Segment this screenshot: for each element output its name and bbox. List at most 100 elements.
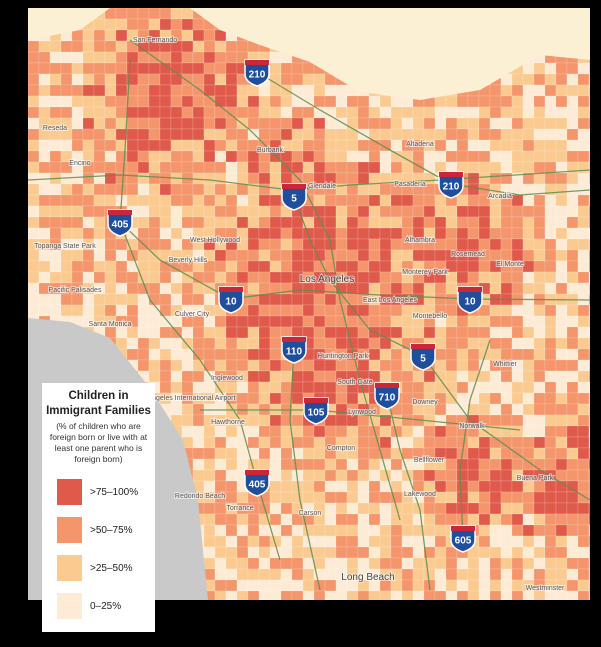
tract [522,271,535,284]
tract [258,568,271,581]
tract [258,315,271,328]
tract [445,282,458,295]
tract [313,84,326,97]
tract [49,205,62,218]
tract [357,359,370,372]
tract [577,282,590,295]
place-label: South Gate [337,379,373,386]
tract [313,359,326,372]
tract [214,139,227,152]
tract [401,425,414,438]
tract [467,469,480,482]
tract [192,293,205,306]
tract [192,447,205,460]
highway-shield [244,469,270,497]
tract [511,579,524,592]
tract [555,469,568,482]
tract [214,348,227,361]
tract [522,370,535,383]
tract [456,359,469,372]
tract [28,40,40,53]
tract [423,293,436,306]
tract [544,304,557,317]
tract [225,62,238,75]
tract [357,282,370,295]
tract [225,315,238,328]
tract [269,348,282,361]
tract [423,326,436,339]
tract [511,436,524,449]
tract [335,205,348,218]
tract [214,579,227,592]
tract [478,117,491,130]
tract [269,249,282,262]
tract [181,403,194,416]
tract [566,557,579,570]
tract [357,172,370,185]
tract [71,73,84,86]
tract [203,194,216,207]
tract [390,139,403,152]
tract [500,579,513,592]
tract [588,359,590,372]
tract [533,150,546,163]
tract [82,260,95,273]
tract [115,161,128,174]
tract [489,117,502,130]
tract [588,315,590,328]
tract [522,194,535,207]
tract [401,194,414,207]
tract [368,172,381,185]
tract [522,568,535,581]
tract [126,8,139,20]
tract [313,139,326,152]
tract [533,524,546,537]
tract [445,458,458,471]
tract [137,62,150,75]
tract [137,194,150,207]
tract [478,150,491,163]
tract [566,95,579,108]
tract [357,139,370,152]
tract [115,73,128,86]
tract [148,172,161,185]
tract [302,480,315,493]
tract [159,216,172,229]
tract [269,205,282,218]
tract [379,425,392,438]
tract [379,546,392,559]
place-label: Redondo Beach [175,493,225,500]
tract [148,315,161,328]
tract [467,315,480,328]
tract [60,194,73,207]
tract [192,150,205,163]
tract [346,172,359,185]
tract [533,227,546,240]
tract [137,51,150,64]
tract [115,106,128,119]
tract [577,513,590,526]
place-label: Lakewood [404,491,436,498]
tract [445,117,458,130]
tract [104,194,117,207]
tract [291,458,304,471]
tract [280,568,293,581]
tract [555,403,568,416]
tract [346,205,359,218]
tract [577,381,590,394]
tract [555,216,568,229]
tract [159,359,172,372]
tract [456,381,469,394]
tract [434,557,447,570]
tract [225,150,238,163]
tract [126,282,139,295]
tract [423,117,436,130]
tract [60,73,73,86]
place-label: Long Beach [341,572,394,583]
tract [357,480,370,493]
tract [346,480,359,493]
tract [115,238,128,251]
tract [38,205,51,218]
tract [544,205,557,218]
tract [478,216,491,229]
